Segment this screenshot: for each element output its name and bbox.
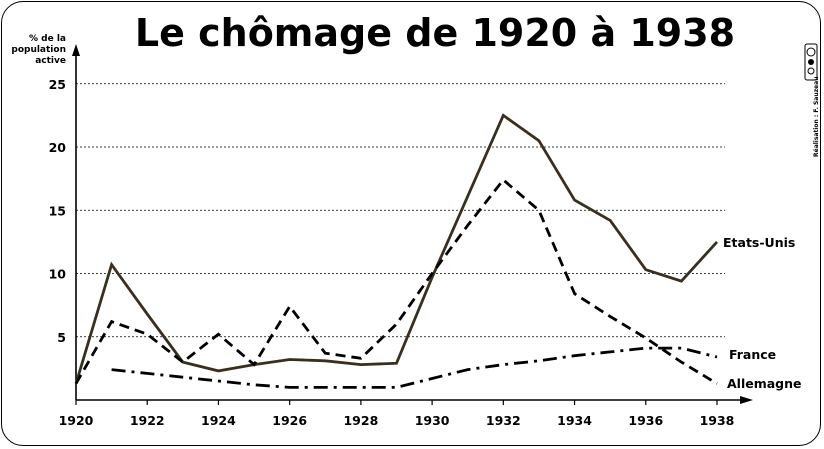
chart-title: Le chômage de 1920 à 1938	[135, 11, 735, 55]
x-tick-label: 1930	[415, 413, 450, 428]
y-tick-label: 15	[49, 203, 66, 218]
x-tick-label: 1932	[486, 413, 521, 428]
cc-license-badge	[804, 43, 818, 81]
x-axis-arrow-icon	[740, 396, 753, 404]
x-tick-label: 1920	[59, 413, 94, 428]
y-axis-label-line-2: population	[11, 45, 66, 55]
series-label-etats-unis: Etats-Unis	[723, 235, 795, 250]
x-axis-ticks: 1920 1922 1924 1926 1928 1930 1932 1934 1936 1938	[59, 400, 735, 428]
x-tick-label: 1924	[201, 413, 236, 428]
y-tick-label: 5	[57, 330, 66, 345]
series-line-etats-unis	[74, 113, 719, 385]
y-tick-label: 25	[49, 77, 66, 92]
author-credit: Réalisation : F. Sauzeau	[813, 77, 820, 157]
series-line-france	[74, 177, 718, 385]
y-axis-ticks: 5 10 15 20 25	[49, 77, 67, 345]
y-axis-label-line-1: % de la	[29, 34, 66, 44]
y-tick-label: 20	[49, 140, 67, 155]
series-label-france: France	[729, 347, 776, 362]
y-axis-arrow-icon	[72, 44, 80, 56]
y-tick-label: 10	[49, 267, 67, 282]
x-tick-label: 1926	[272, 413, 307, 428]
y-axis-label-line-3: active	[35, 56, 66, 66]
series-label-allemagne: Allemagne	[727, 376, 802, 391]
x-tick-label: 1922	[130, 413, 165, 428]
series-labels: Etats-Unis France Allemagne	[723, 235, 802, 391]
x-tick-label: 1936	[628, 413, 663, 428]
series-lines	[74, 113, 719, 389]
y-axis-label: % de la population active	[11, 34, 66, 66]
axes	[72, 44, 753, 404]
x-tick-label: 1938	[700, 413, 735, 428]
grid-lines	[76, 83, 725, 338]
x-tick-label: 1928	[343, 413, 378, 428]
x-tick-label: 1934	[557, 413, 592, 428]
